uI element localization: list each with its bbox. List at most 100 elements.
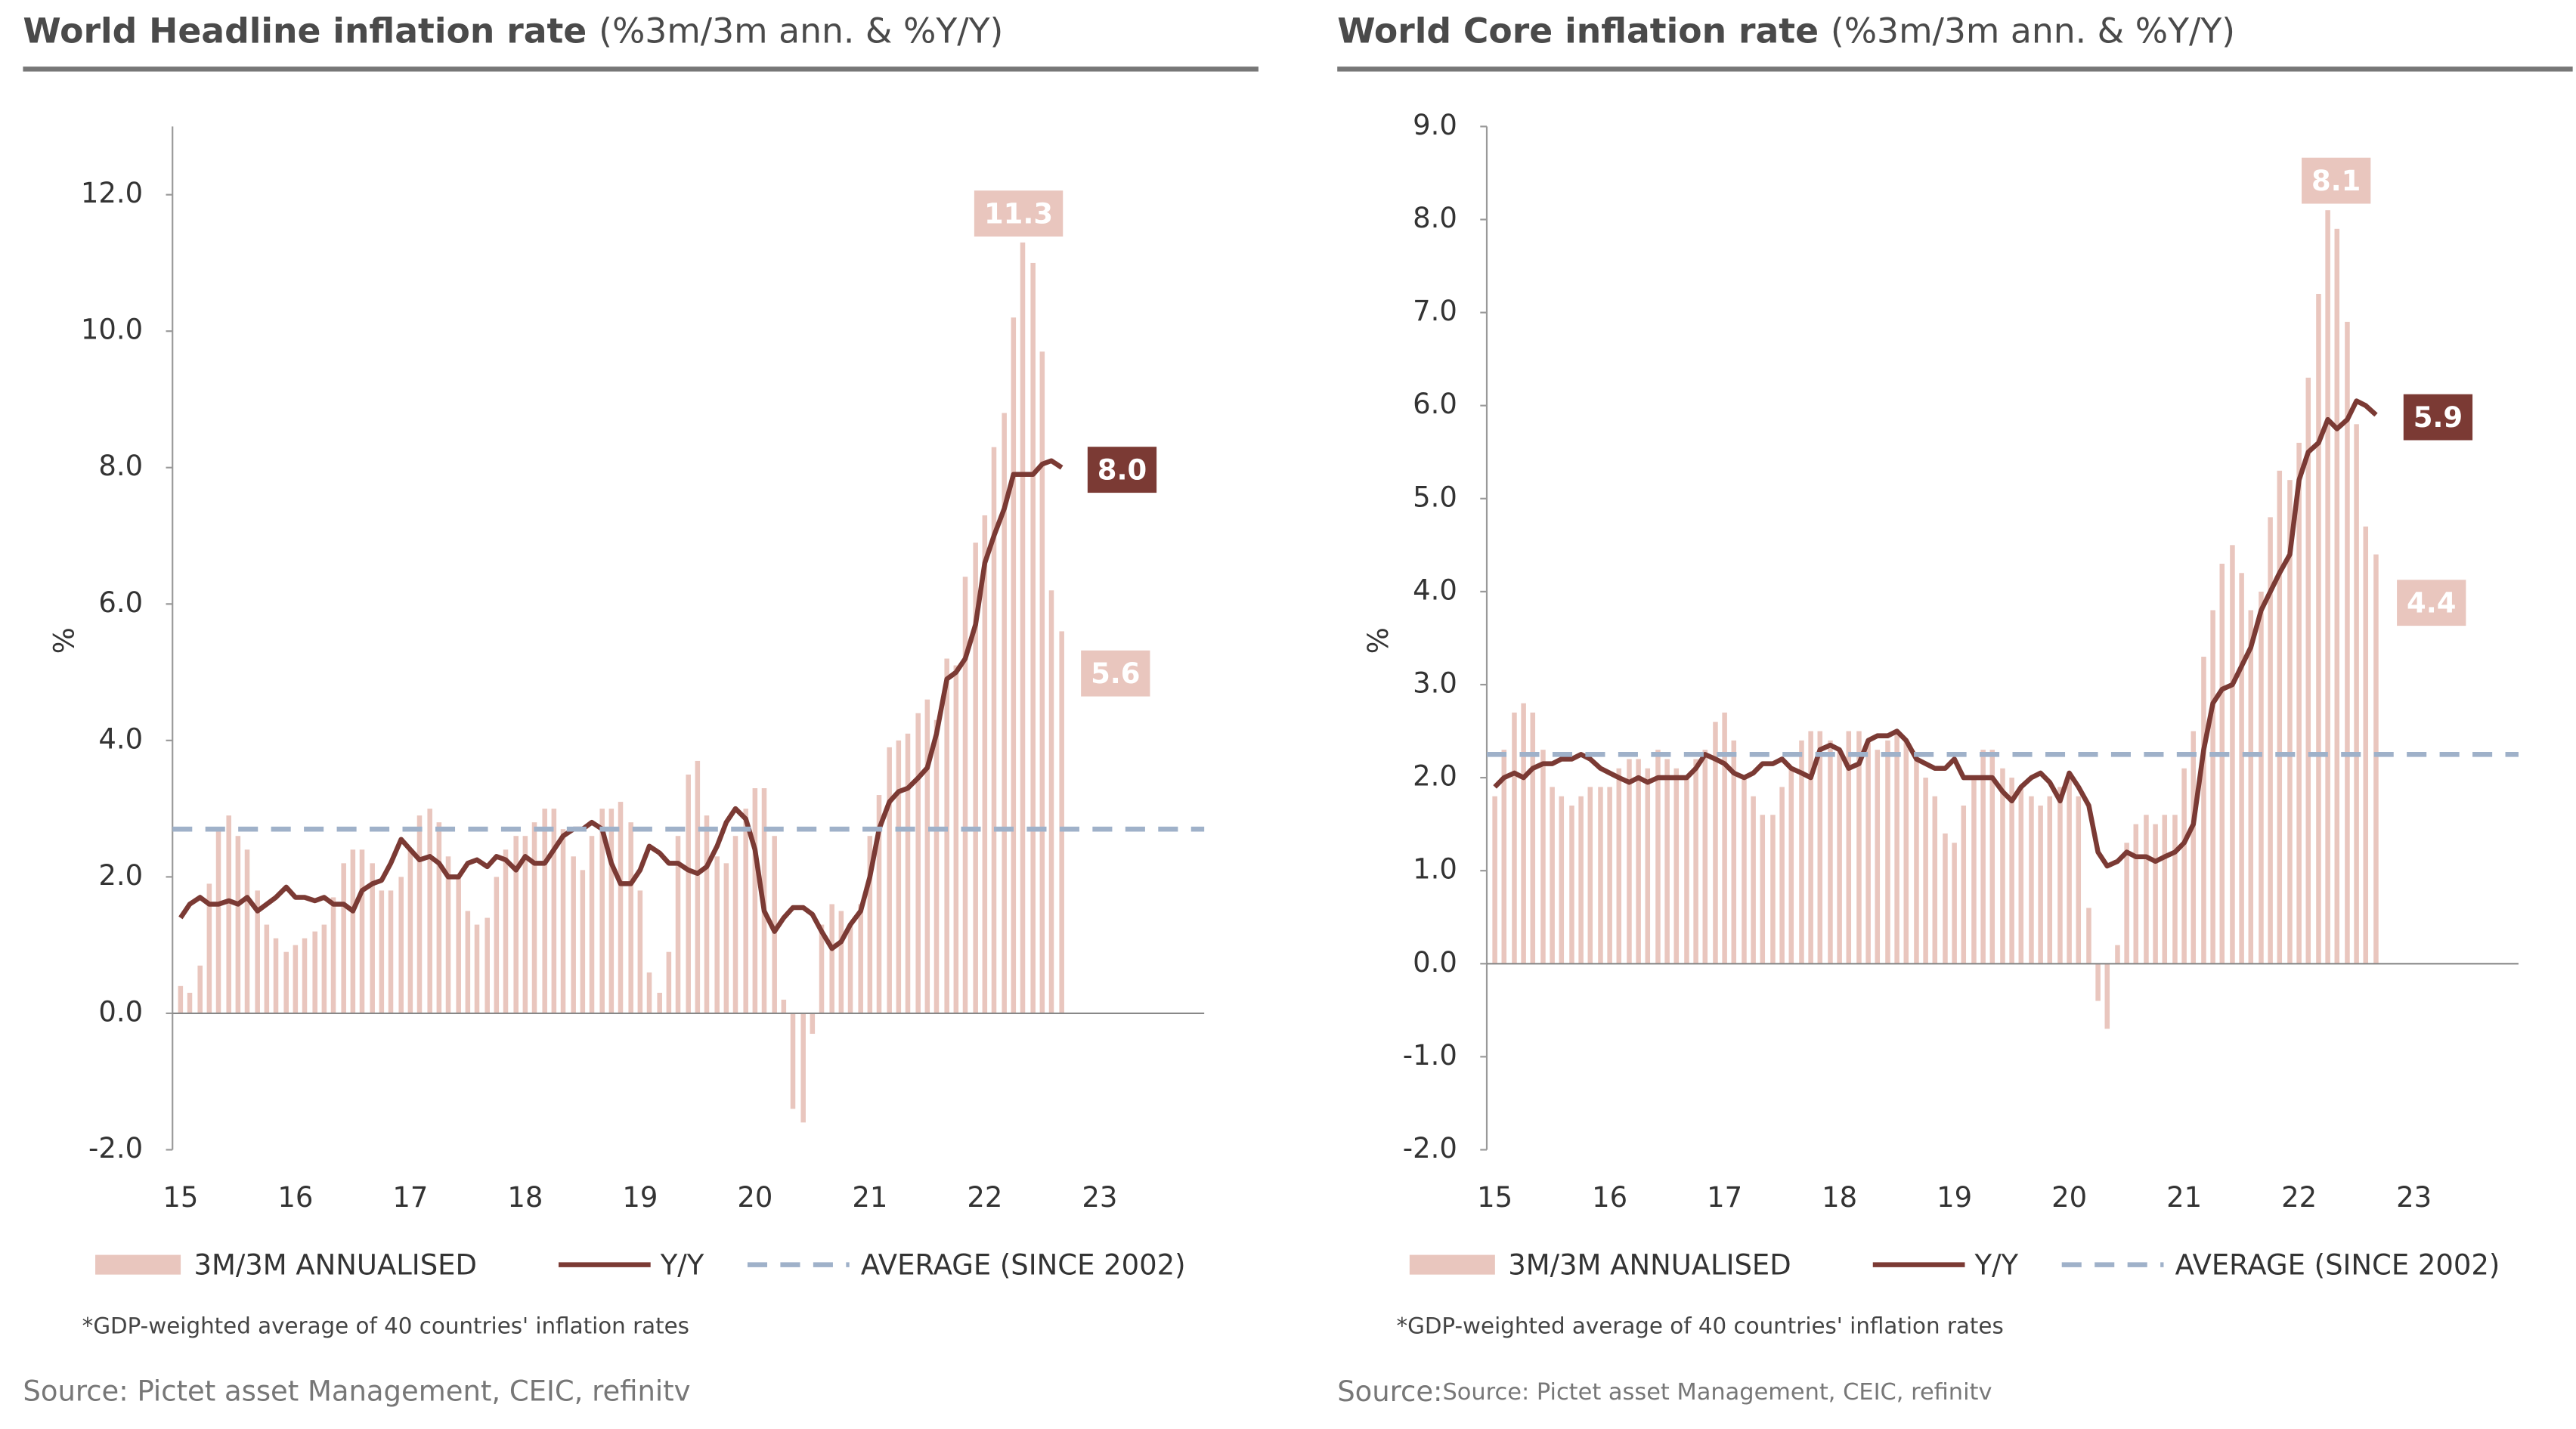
bar (1655, 750, 1661, 964)
y-tick-label: -2.0 (88, 1132, 143, 1165)
bar (2373, 554, 2379, 964)
bar (1559, 796, 1565, 964)
bar (1989, 750, 1995, 964)
bar (1550, 787, 1555, 964)
bar (905, 733, 911, 1013)
bar (264, 924, 270, 1013)
bar (2230, 545, 2235, 964)
x-tick-label: 21 (852, 1181, 887, 1214)
bar (1616, 768, 1622, 964)
annotation: 4.4 (2407, 586, 2456, 619)
bar (398, 877, 404, 1013)
bar (2153, 824, 2158, 964)
y-tick-label: 2.0 (1413, 760, 1457, 793)
bar (1722, 712, 1727, 964)
bar (944, 658, 949, 1013)
bar (1923, 778, 1928, 964)
x-tick-label: 15 (163, 1181, 198, 1214)
bar (513, 836, 519, 1013)
bar (427, 809, 432, 1013)
x-tick-label: 22 (2281, 1181, 2317, 1214)
bar (1828, 740, 1833, 964)
annotation: 8.0 (1098, 453, 1147, 486)
bar (973, 543, 978, 1013)
bar (2076, 796, 2082, 964)
bar (819, 924, 825, 1013)
bar (503, 849, 509, 1013)
bar (1645, 768, 1651, 964)
y-tick-label: 3.0 (1413, 667, 1457, 699)
bar (2259, 591, 2264, 964)
bar (1636, 759, 1641, 964)
annotation: 8.1 (2311, 165, 2361, 197)
subtitle: (%3m/3m ann. & %Y/Y) (599, 11, 1003, 51)
bar (1512, 712, 1517, 964)
bar (790, 1013, 796, 1109)
bar (838, 911, 844, 1013)
bar (1587, 787, 1593, 964)
bar (580, 870, 586, 1013)
bar (1673, 768, 1680, 964)
source: Source:Source: Pictet asset Management, … (1337, 1375, 1992, 1408)
annotation-box (2403, 394, 2473, 441)
bar (416, 815, 423, 1013)
bar (858, 904, 863, 1013)
bar (330, 897, 336, 1013)
y-tick-label: 1.0 (1413, 853, 1457, 886)
bar (772, 836, 777, 1013)
bar (341, 863, 346, 1013)
bar (244, 849, 250, 1013)
bar (1020, 242, 1026, 1013)
bar (206, 883, 212, 1013)
bar (1569, 806, 1574, 964)
bar (474, 924, 480, 1013)
bar (704, 815, 710, 1013)
annotation-box (1081, 650, 1150, 697)
bar (2144, 815, 2149, 964)
annotation-box (974, 190, 1064, 237)
x-tick-label: 18 (507, 1181, 543, 1214)
bar (1011, 317, 1017, 1013)
bar (1817, 731, 1823, 964)
source-label: Source: (1337, 1375, 1442, 1408)
y-tick-label: 9.0 (1413, 109, 1457, 141)
bar (1943, 833, 1948, 964)
bar (1578, 796, 1584, 964)
bar (197, 965, 203, 1013)
bar (2038, 806, 2043, 964)
bar (2095, 963, 2101, 1001)
bar (2067, 778, 2072, 964)
bar (542, 809, 547, 1013)
bar (1501, 750, 1507, 964)
bar (1751, 796, 1756, 964)
bar (1914, 759, 1919, 964)
y-tick-label: -2.0 (1403, 1132, 1457, 1165)
bar (445, 856, 451, 1013)
bar (1684, 778, 1689, 964)
chart-panel: World Headline inflation rate (%3m/3m an… (23, 11, 1259, 1408)
bar (743, 809, 748, 1013)
bar (235, 836, 241, 1013)
y-tick-label: 12.0 (81, 177, 143, 209)
bar (379, 890, 385, 1013)
bar (723, 863, 729, 1013)
bar (1932, 796, 1938, 964)
bar (571, 856, 576, 1013)
bar (618, 802, 624, 1013)
bar (887, 747, 892, 1013)
bar (2210, 610, 2215, 964)
bar (915, 713, 921, 1013)
bar (876, 795, 882, 1013)
bar (2018, 787, 2024, 964)
y-tick-label: 2.0 (98, 859, 143, 892)
chart-panel: World Core inflation rate (%3m/3m ann. &… (1337, 11, 2573, 1408)
bar (1837, 750, 1842, 964)
chart-title: World Headline inflation rate (%3m/3m an… (23, 11, 1003, 51)
x-tick-label: 21 (2166, 1181, 2202, 1214)
bar (1039, 351, 1045, 1013)
bar (781, 999, 787, 1013)
bar (1875, 750, 1881, 964)
bar (359, 849, 365, 1013)
x-tick-label: 17 (1707, 1181, 1742, 1214)
bar (2248, 610, 2254, 964)
